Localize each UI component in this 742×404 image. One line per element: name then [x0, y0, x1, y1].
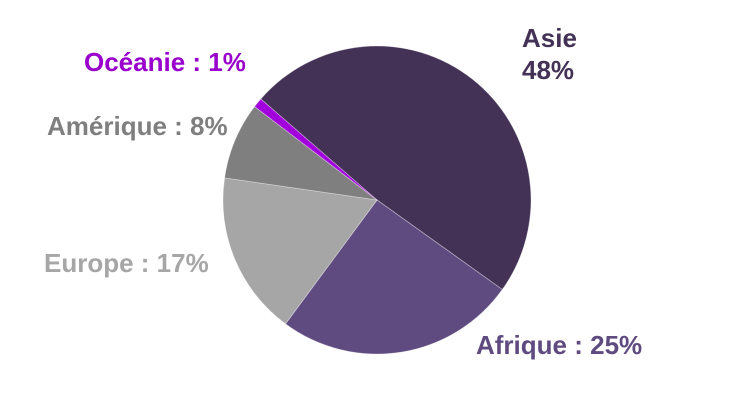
pie-slice-amerique [224, 106, 378, 201]
label-amerique: Amérique : 8% [47, 111, 228, 141]
pie-slice-afrique [285, 199, 503, 355]
label-europe: Europe : 17% [44, 248, 209, 278]
label-afrique: Afrique : 25% [476, 330, 643, 360]
label-asie: Asie 48% [522, 22, 577, 86]
pie-slice-oceanie [254, 98, 378, 201]
label-oceanie: Océanie : 1% [84, 47, 246, 77]
pie-slice-asie [260, 45, 532, 290]
label-asie-value: 48% [522, 55, 575, 85]
label-asie-name: Asie [522, 23, 577, 53]
pie-slice-europe [222, 177, 378, 325]
